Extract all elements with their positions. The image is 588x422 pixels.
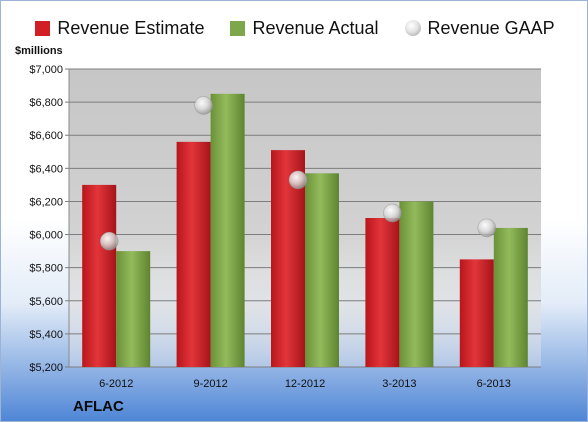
legend-swatch-estimate	[35, 20, 51, 36]
y-tick-label: $5,600	[29, 296, 63, 308]
x-tick-label: 9-2012	[193, 378, 227, 390]
legend: Revenue Estimate Revenue Actual Revenue …	[1, 15, 588, 41]
legend-swatch-gaap	[404, 20, 421, 36]
bar-revenue-actual	[399, 201, 434, 367]
bar-revenue-actual	[210, 93, 245, 367]
legend-item-actual: Revenue Actual	[230, 17, 379, 39]
bar-revenue-actual	[116, 251, 151, 367]
marker-revenue-gaap	[383, 203, 402, 223]
legend-item-gaap: Revenue GAAP	[404, 17, 555, 39]
bar-revenue-actual	[493, 227, 528, 367]
marker-revenue-gaap	[288, 170, 308, 190]
y-tick-label: $6,200	[29, 196, 63, 208]
bar-revenue-estimate	[365, 218, 400, 367]
x-tick-label: 12-2012	[285, 378, 325, 390]
x-tick-label: 3-2013	[382, 378, 416, 390]
legend-label-estimate: Revenue Estimate	[57, 17, 205, 38]
legend-label-gaap: Revenue GAAP	[427, 17, 555, 38]
gaap-markers	[99, 96, 497, 251]
bar-revenue-actual	[305, 173, 339, 367]
y-tick-label: $6,400	[29, 163, 63, 175]
legend-label-actual: Revenue Actual	[252, 17, 379, 38]
y-tick-label: $6,600	[29, 130, 63, 142]
legend-swatch-actual	[230, 20, 246, 36]
marker-revenue-gaap	[99, 231, 119, 251]
y-tick-label: $6,800	[29, 97, 63, 109]
y-axis-unit-label: $millions	[15, 45, 63, 57]
x-tick-label: 6-2013	[477, 378, 511, 390]
x-axis: 6-2012 9-2012 12-2012 3-2013 6-2013	[99, 378, 511, 390]
marker-revenue-gaap	[477, 218, 497, 238]
bars	[82, 93, 528, 367]
y-tick-label: $5,400	[29, 329, 63, 341]
y-tick-label: $5,200	[29, 362, 63, 374]
y-tick-label: $5,800	[29, 263, 63, 275]
bar-revenue-estimate	[82, 184, 117, 367]
legend-item-estimate: Revenue Estimate	[35, 18, 204, 39]
y-axis: $5,200 $5,400 $5,600 $5,800 $6,000 $6,200 $6,4…	[29, 64, 70, 374]
x-tick-label: 6-2012	[99, 378, 133, 390]
y-tick-label: $6,000	[29, 230, 63, 242]
bar-revenue-estimate	[459, 259, 494, 367]
bar-revenue-estimate	[176, 141, 211, 367]
y-tick-label: $7,000	[29, 64, 63, 76]
marker-revenue-gaap	[194, 96, 213, 115]
company-label: AFLAC	[73, 398, 124, 415]
